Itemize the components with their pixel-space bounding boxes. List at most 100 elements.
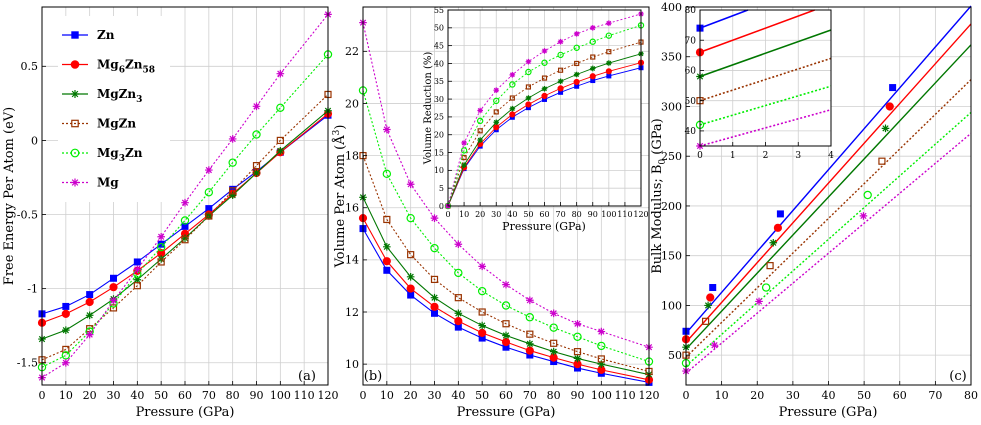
panel-a-point-MgZn <box>229 187 237 195</box>
legend-label-text: MgZn <box>97 87 136 101</box>
panel-b-point-MgZn3 <box>430 293 439 302</box>
panel-b-inset-xtick-label: 40 <box>507 210 517 219</box>
panel-b-point-MgZn <box>502 320 510 328</box>
panel-b-point-Zn <box>407 291 415 299</box>
panel-c-point-MgZn3 <box>881 124 890 133</box>
panel-b-xtick-label: 10 <box>380 389 394 402</box>
panel-b-inset-point-MgZn3 <box>525 95 532 101</box>
panel-b-inset-point-MgZn3 <box>493 119 500 126</box>
panel-a-point-MgZn3 <box>181 234 189 243</box>
panel-a-point-Mg <box>252 102 261 111</box>
panel-b-inset-point-MgZn3 <box>461 162 467 168</box>
panel-b-ytick-label: 16 <box>345 202 359 215</box>
panel-c-ytick-label: 350 <box>661 51 682 64</box>
panel-b-inset-point-Mg <box>541 48 548 54</box>
panel-b-inset-point-MgZn <box>557 67 564 73</box>
panel-b-inset-xtick-label: 0 <box>445 210 450 219</box>
panel-c-ylabel-sub: 0 <box>658 159 668 165</box>
panel-b-inset-ytick-label: 45 <box>434 41 444 50</box>
panel-b-point-MgZn3 <box>549 347 558 356</box>
panel-b-point-MgZn <box>597 355 605 363</box>
panel-b-inset-point-Mg6Zn58 <box>573 78 580 86</box>
panel-b-inset-point-MgZn3 <box>573 71 580 78</box>
legend-marker-Zn <box>71 31 79 39</box>
panel-c-point-Mg <box>859 212 868 220</box>
panel-b-ytick-label: 20 <box>345 97 359 110</box>
panel-b-inset-ytick-label: 40 <box>434 59 444 68</box>
panel-c-inset-ytick-label: 80 <box>685 6 697 16</box>
panel-b-ytick-label: 18 <box>345 149 359 162</box>
panel-c-point-Zn <box>889 84 897 92</box>
panel-b-xtick-label: 90 <box>571 389 585 402</box>
panel-a-point-Mg6Zn58 <box>61 309 70 318</box>
panel-b-point-Mg <box>478 262 486 271</box>
panel-b-point-Mg6Zn58 <box>478 328 487 337</box>
panel-b-xtick-label: 20 <box>404 389 418 402</box>
panel-b-point-Mg3Zn <box>501 301 511 310</box>
panel-b-inset-line-MgZn <box>447 41 642 207</box>
panel-b-inset-ytick-label: 35 <box>434 77 444 86</box>
panel-b-xtick-label: 30 <box>428 389 442 402</box>
panel-b-inset-line-Mg3Zn <box>447 24 642 207</box>
panel-a-xtick-label: 80 <box>226 389 240 402</box>
panel-b-point-MgZn <box>573 348 582 356</box>
panel-a-xlabel: Pressure (GPa) <box>136 405 235 420</box>
panel-b-ylabel-close: ) <box>333 125 348 130</box>
panel-b-point-Mg6Zn58 <box>406 284 415 293</box>
panel-b-point-MgZn <box>550 339 558 347</box>
panel-b-ytick-label: 10 <box>345 358 359 371</box>
panel-b-inset-point-MgZn3 <box>509 105 516 112</box>
panel-b-inset-point-MgZn <box>509 95 515 101</box>
panel-b-inset-ticks: 0 10 20 30 40 50 60 70 80 90 100 110 120 0 5 10 15 20 25 30… <box>434 6 649 219</box>
panel-c-inset-xtick-label: 1 <box>730 151 736 161</box>
panel-a-point-Zn <box>86 291 94 299</box>
panel-a-xtick-label: 50 <box>154 389 168 402</box>
legend-label-MgZn3: MgZn3 <box>97 87 142 105</box>
panel-a-point-Mg3Zn <box>252 130 261 139</box>
panel-a-point-MgZn3 <box>228 191 237 200</box>
panel-b-point-MgZn3 <box>573 354 582 363</box>
panel-b-ylabel-sup: 3 <box>332 129 342 135</box>
panel-a-point-MgZn <box>62 345 70 354</box>
panel-b-inset-xtick-label: 80 <box>572 210 582 219</box>
panel-b-ylabel-main: Volume Per Atom ( <box>333 145 348 269</box>
panel-a-point-MgZn <box>109 304 118 312</box>
legend-label-Mg6Zn58: Mg6Zn58 <box>97 58 155 76</box>
panel-c-line-Mg6Zn58 <box>685 23 972 343</box>
panel-b-inset-point-Mg3Zn <box>605 32 613 39</box>
panel-b-inset-point-Mg <box>493 87 500 93</box>
legend-label-sub: 6 <box>119 66 125 76</box>
panel-c-point-Mg6Zn58 <box>885 102 894 111</box>
panel-b-inset-point-Mg6Zn58 <box>589 73 596 80</box>
panel-b-point-Mg6Zn58 <box>454 317 463 326</box>
panel-b-xtick-label: 40 <box>451 389 465 402</box>
panel-c-ylabel: Bulk Modulus; B0 (GPa) <box>650 118 668 274</box>
panel-b-inset-point-Mg3Zn <box>557 51 564 59</box>
legend-label-text: Mg <box>97 58 119 72</box>
panel-b-inset-xtick-label: 110 <box>617 210 632 219</box>
panel-b-point-MgZn <box>526 330 534 338</box>
panel-a-point-Mg3Zn <box>276 103 285 113</box>
panel-b-point-Mg <box>406 180 415 189</box>
legend-marker-MgZn <box>71 119 79 128</box>
panel-a-xtick-label: 90 <box>250 389 264 402</box>
panel-c-inset-ytick-label: 70 <box>685 36 697 46</box>
panel-a-ytick-label: -0.5 <box>17 208 38 221</box>
panel-b-point-MgZn <box>454 294 462 302</box>
panel-c-point-MgZn <box>878 157 886 165</box>
legend-label-text: Zn <box>125 146 143 160</box>
panel-c-inset-ytick-label: 40 <box>685 127 697 137</box>
panel-b-point-Zn <box>431 309 438 317</box>
panel-c-xtick-label: 30 <box>786 389 800 402</box>
panel-c-xtick-label: 80 <box>964 389 978 402</box>
panel-b-inset-xtick-label: 70 <box>555 210 565 219</box>
panel-b-inset-point-MgZn <box>477 128 483 134</box>
panel-b-point-Mg <box>383 125 391 134</box>
panel-c-point-Mg <box>710 341 719 350</box>
panel-b-inset-point-MgZn3 <box>477 137 483 143</box>
panel-c-bulk-modulus: 0 10 20 30 40 50 60 70 8050100150200250300350400… <box>650 1 978 420</box>
panel-b-inset-xtick-label: 60 <box>539 210 549 219</box>
panel-b-inset-point-Mg3Zn <box>525 68 532 76</box>
panel-b-inset-point-MgZn3 <box>557 78 564 85</box>
